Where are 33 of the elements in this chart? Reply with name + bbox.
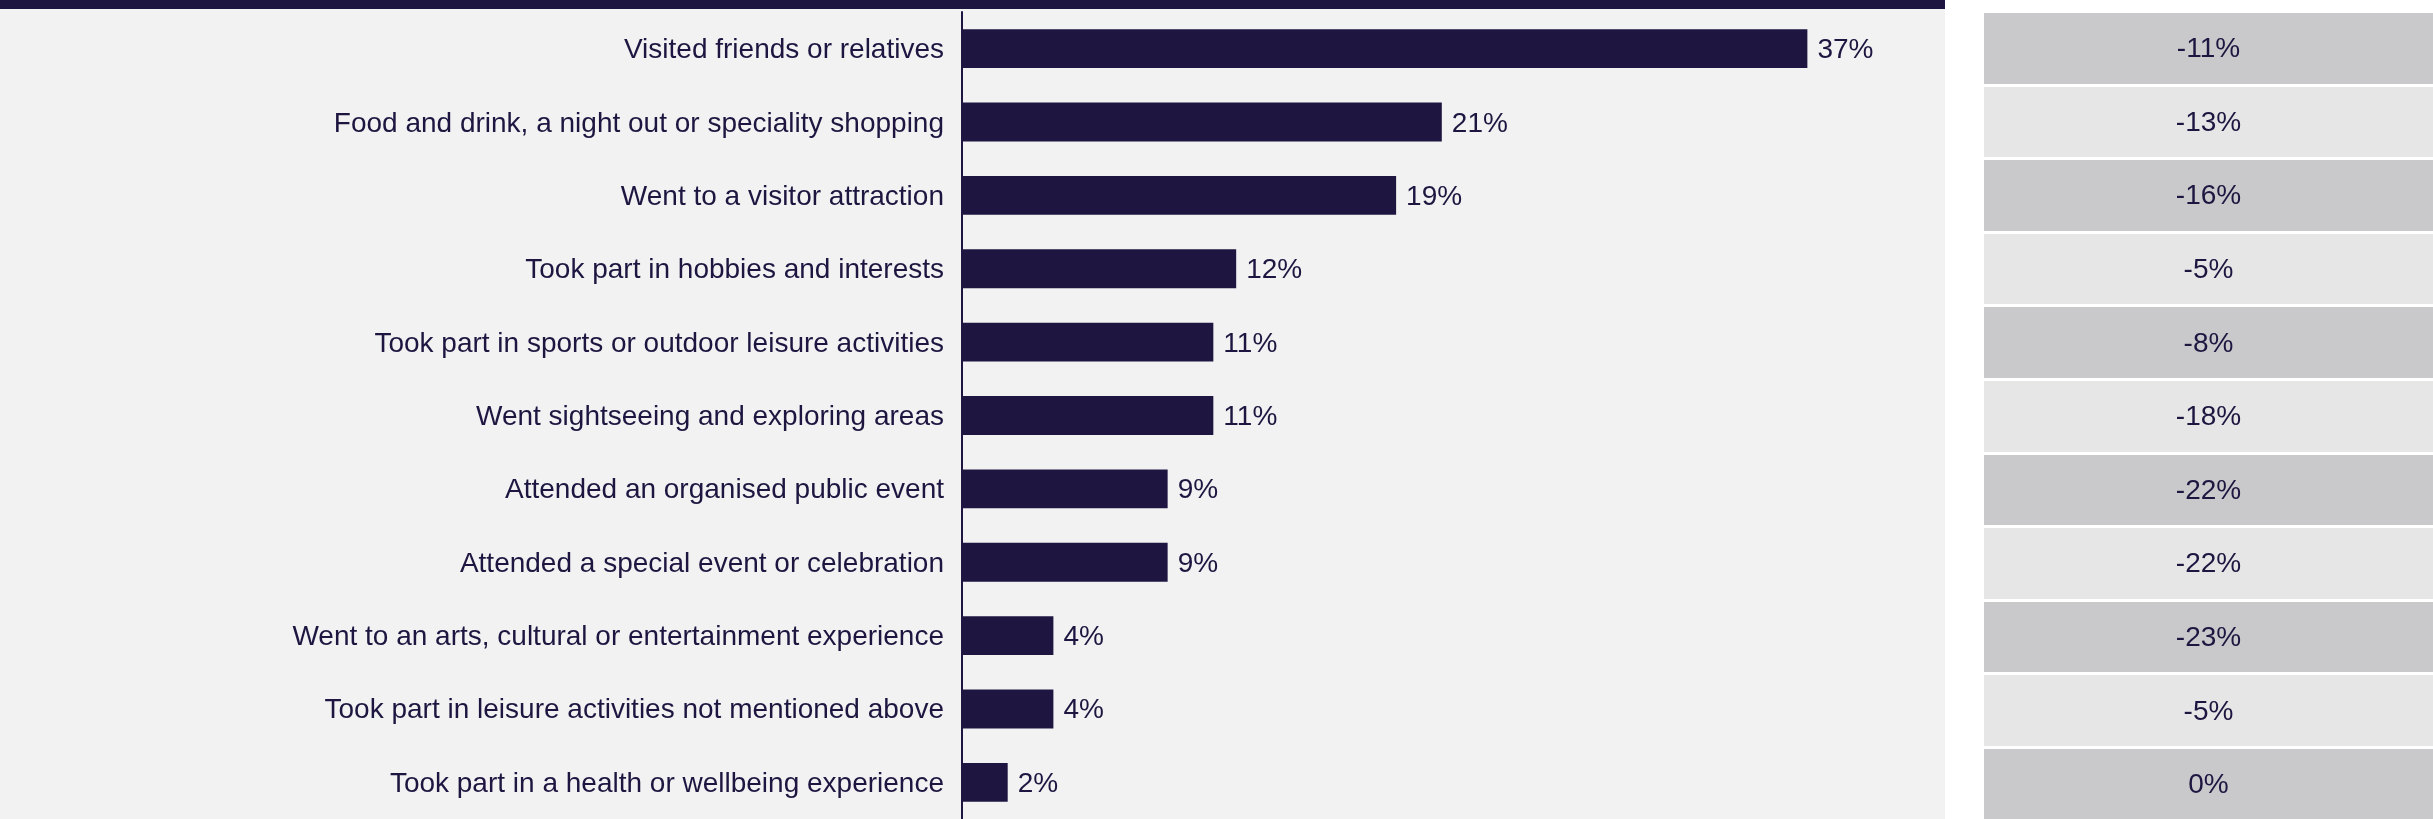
- y-tick-label: Took part in leisure activities not mentioned above: [324, 693, 944, 725]
- data-label: 11%: [1223, 326, 1278, 358]
- text: -5%: [1984, 233, 2433, 305]
- y-tick-label: Went to an arts, cultural or entertainment experience: [292, 620, 944, 652]
- text: -18%: [1984, 381, 2433, 452]
- y-tick-label: Took part in sports or outdoor leisure activities: [374, 326, 944, 358]
- y-tick-label: Attended a special event or celebration: [459, 546, 944, 578]
- data-label: 2%: [1017, 766, 1059, 798]
- data-label: 11%: [1223, 400, 1278, 431]
- data-label: 37%: [1817, 33, 1874, 65]
- text: -13%: [1984, 86, 2433, 158]
- y-tick-label: Food and drink, a night out or speciality shopping: [333, 106, 944, 138]
- text: -23%: [1984, 601, 2433, 673]
- y-tick-label: Attended an organised public event: [505, 473, 945, 505]
- data-label: 19%: [1406, 179, 1463, 211]
- y-tick-label: Took part in hobbies and interests: [525, 253, 944, 285]
- data-label: 4%: [1063, 693, 1104, 725]
- data-label: 12%: [1246, 253, 1303, 285]
- y-tick-label: Went sightseeing and exploring areas: [475, 400, 944, 431]
- y-tick-label: Took part in a health or wellbeing experience: [389, 766, 944, 798]
- text: 0%: [1984, 749, 2433, 819]
- text: -22%: [1984, 528, 2433, 599]
- data-label: 9%: [1177, 473, 1219, 505]
- y-tick-label: Visited friends or relatives: [623, 33, 944, 65]
- data-label: 21%: [1451, 106, 1508, 138]
- y-tick-label: Went to a visitor attraction: [620, 179, 944, 211]
- text: -22%: [1984, 454, 2433, 526]
- data-label: 4%: [1063, 620, 1104, 652]
- text: -5%: [1984, 675, 2433, 746]
- text: -16%: [1984, 160, 2433, 231]
- text: -11%: [1984, 13, 2433, 84]
- data-label: 9%: [1177, 546, 1219, 578]
- text: -8%: [1984, 307, 2433, 378]
